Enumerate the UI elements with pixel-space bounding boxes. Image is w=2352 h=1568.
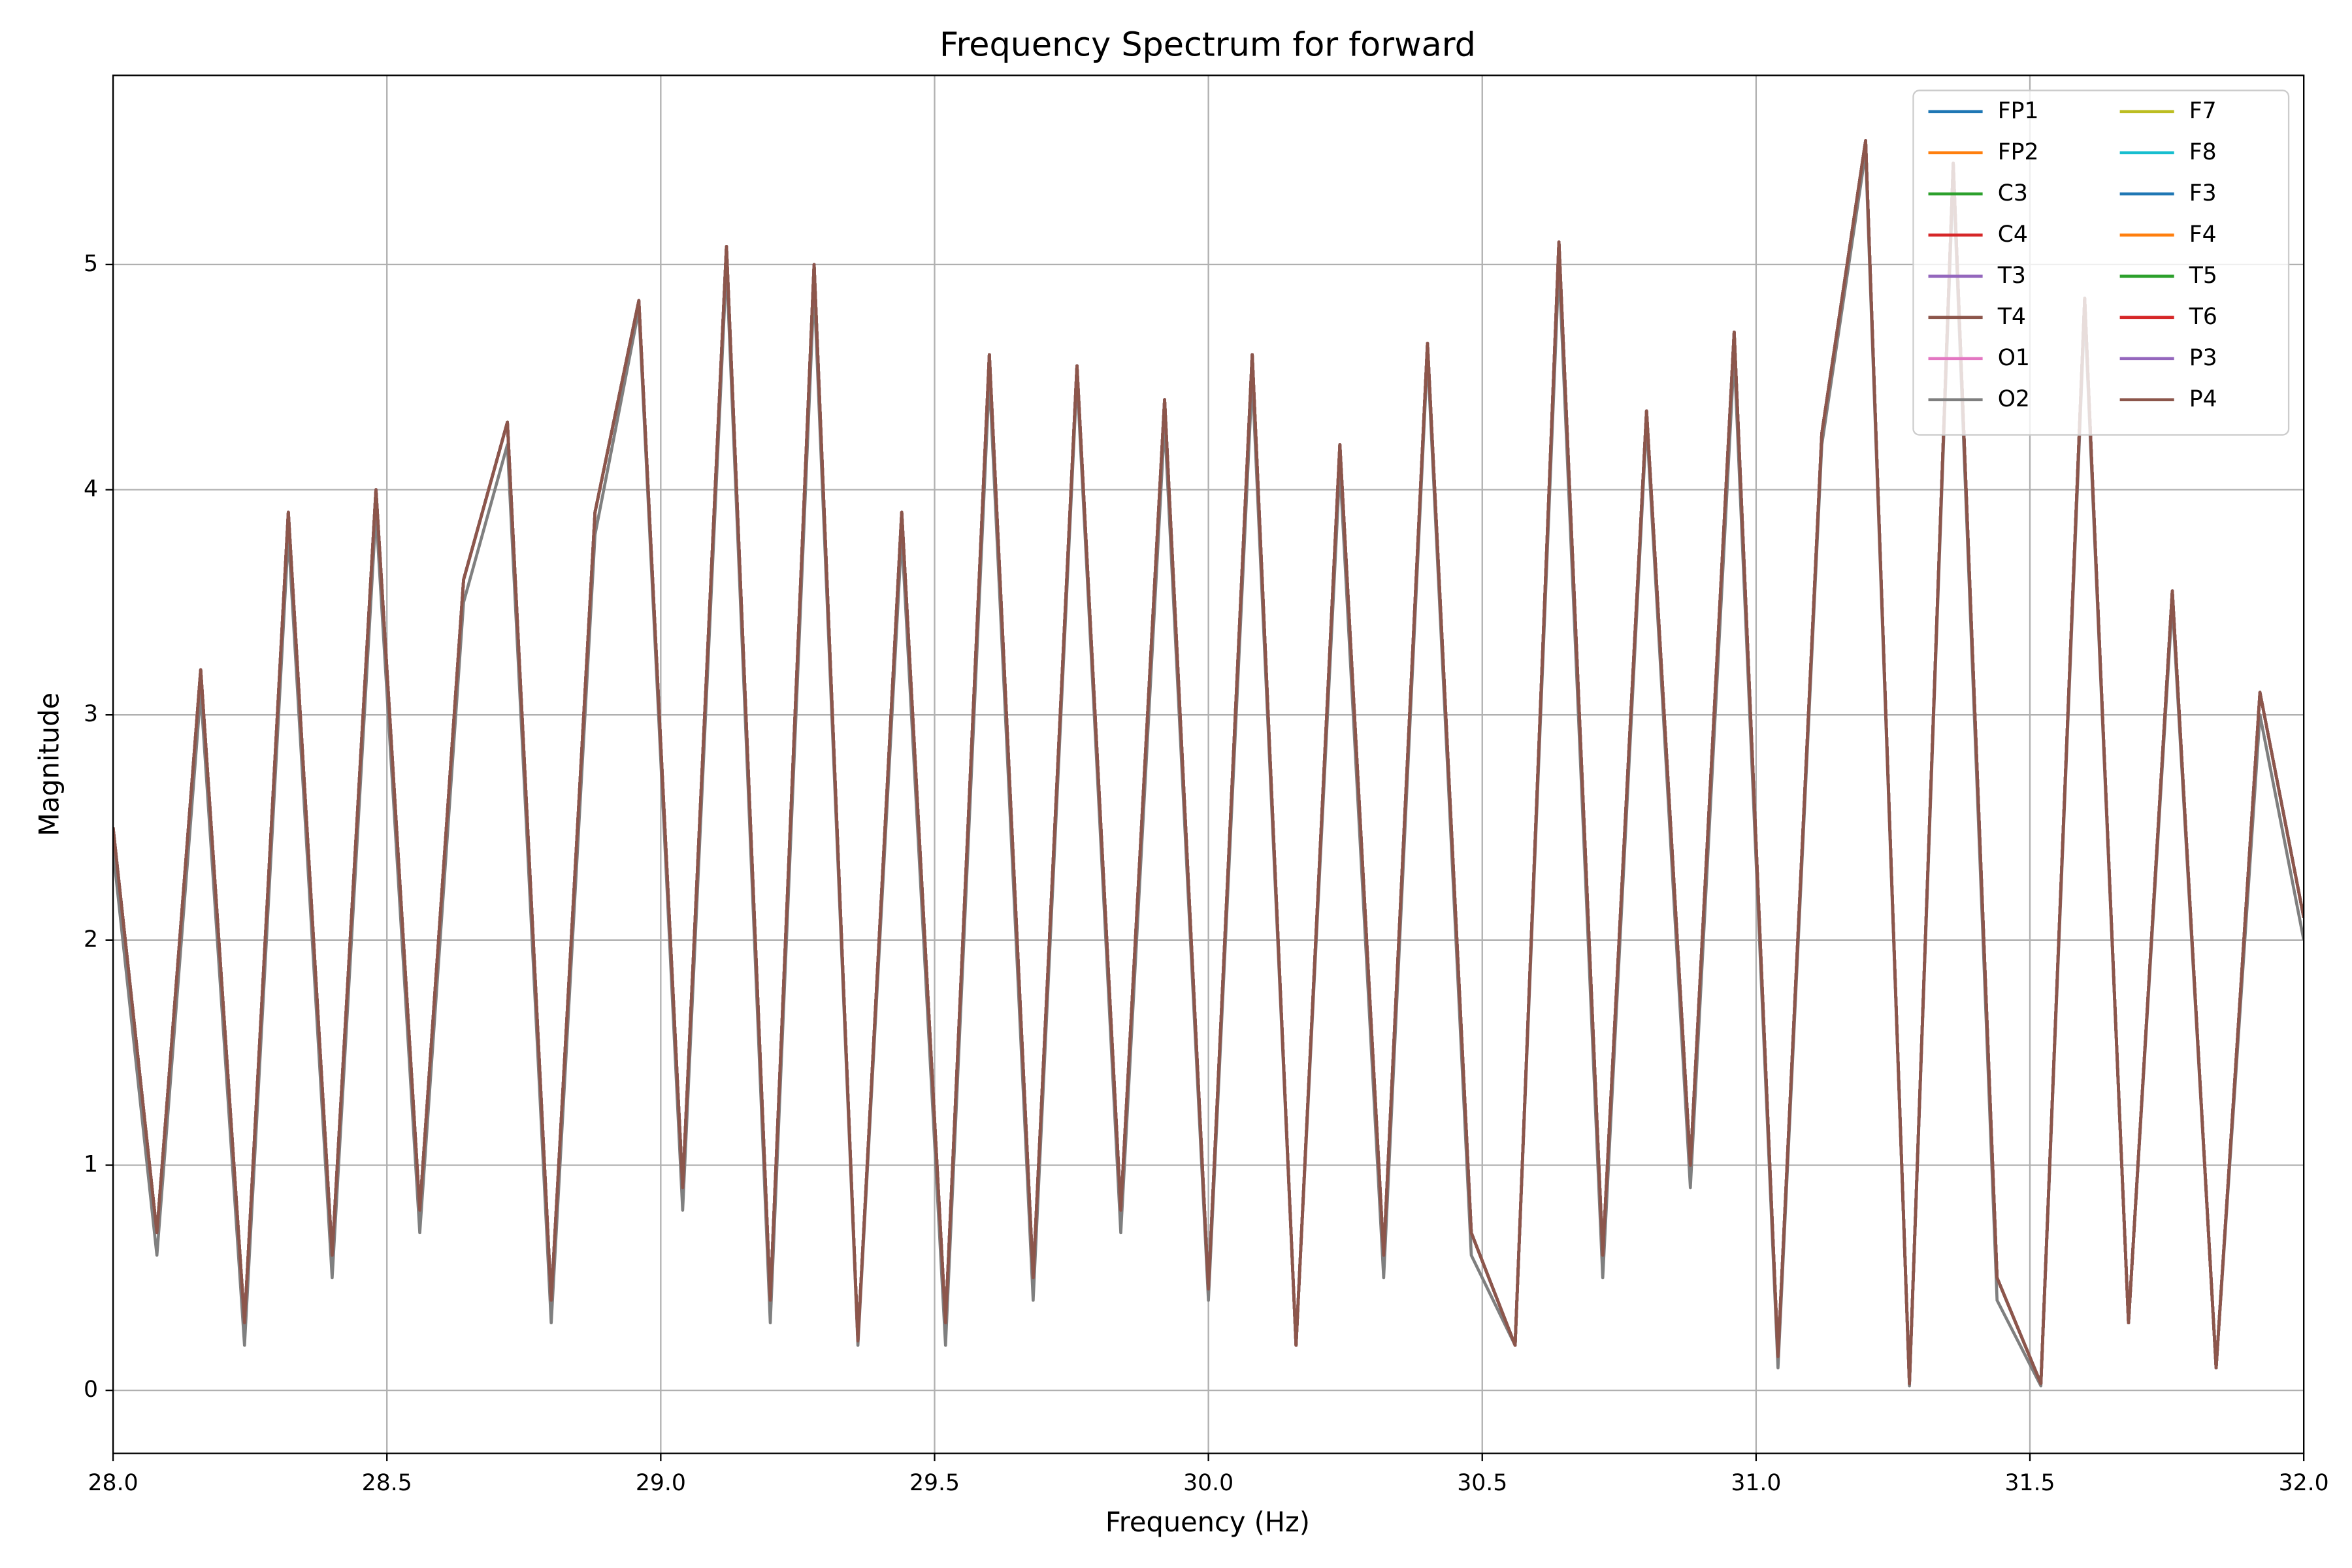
x-tick-label: 31.5 [2004,1470,2055,1496]
x-axis-label: Frequency (Hz) [1105,1506,1310,1538]
legend-label: C4 [1998,221,2028,248]
legend-label: O1 [1998,345,2030,371]
legend-label: T5 [2189,263,2217,289]
legend-label: P4 [2189,386,2217,412]
legend-label: T3 [1997,263,2026,289]
x-tick-label: 29.0 [636,1470,686,1496]
x-tick-label: 29.5 [909,1470,960,1496]
plot-frame [112,74,2305,1454]
legend-label: F3 [2189,180,2217,206]
x-tick-label: 32.0 [2279,1470,2329,1496]
legend-label: F4 [2189,221,2217,248]
legend-label: P3 [2189,345,2217,371]
y-tick-label: 2 [84,926,98,953]
legend-label: FP1 [1998,98,2039,124]
chart-title: Frequency Spectrum for forward [939,25,1476,64]
y-tick-label: 3 [84,701,98,727]
x-tick-label: 30.5 [1457,1470,1507,1496]
series-line [113,139,2304,1386]
y-tick-label: 0 [84,1377,98,1403]
y-axis-label: Magnitude [33,693,65,836]
x-tick-label: 28.5 [362,1470,412,1496]
legend-label: T4 [1997,304,2026,330]
legend-label: C3 [1998,180,2028,206]
legend-label: T6 [2189,304,2217,330]
legend-label: FP2 [1998,139,2039,165]
legend-label: F7 [2189,98,2217,124]
x-tick-label: 31.0 [1731,1470,1781,1496]
legend-label: F8 [2189,139,2217,165]
x-tick-label: 28.0 [88,1470,139,1496]
y-tick-label: 1 [84,1151,98,1177]
x-tick-label: 30.0 [1183,1470,1233,1496]
y-tick-label: 4 [84,476,98,502]
y-tick-label: 5 [84,251,98,277]
legend-label: O2 [1998,386,2030,412]
legend-box [1912,90,2290,436]
